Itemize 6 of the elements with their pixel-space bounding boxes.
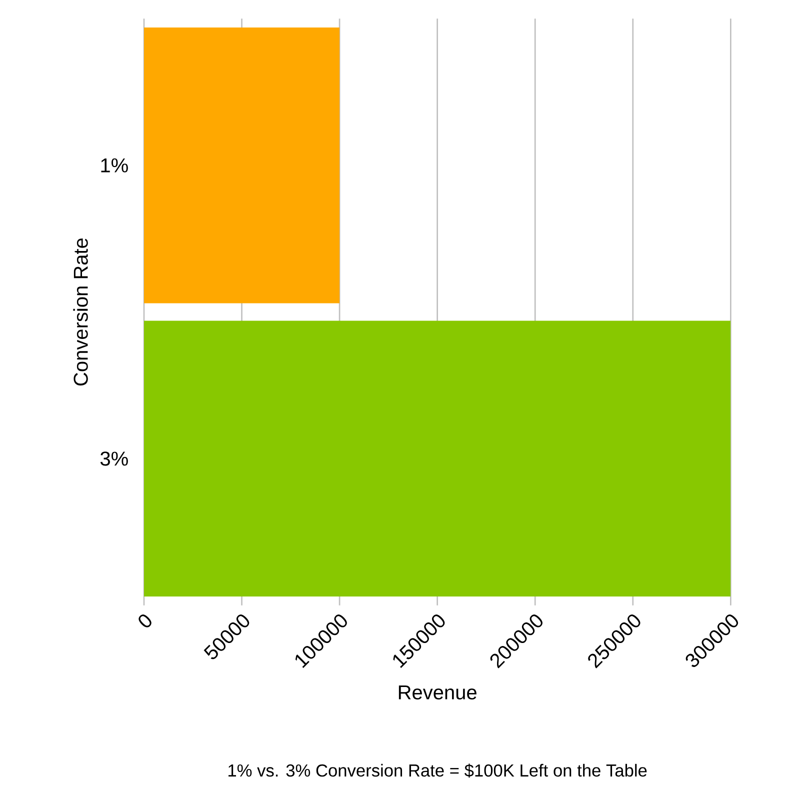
x-tick-label: 0 — [138, 614, 152, 628]
y-axis-title: Conversion Rate — [73, 238, 88, 386]
y-tick-label: 1% — [101, 158, 128, 172]
text: 1% vs. 3% Conversion Rate = $100K Left on the Table — [228, 764, 647, 778]
x-axis-title: Revenue — [398, 686, 476, 700]
y-tick-label: 3% — [100, 452, 128, 466]
